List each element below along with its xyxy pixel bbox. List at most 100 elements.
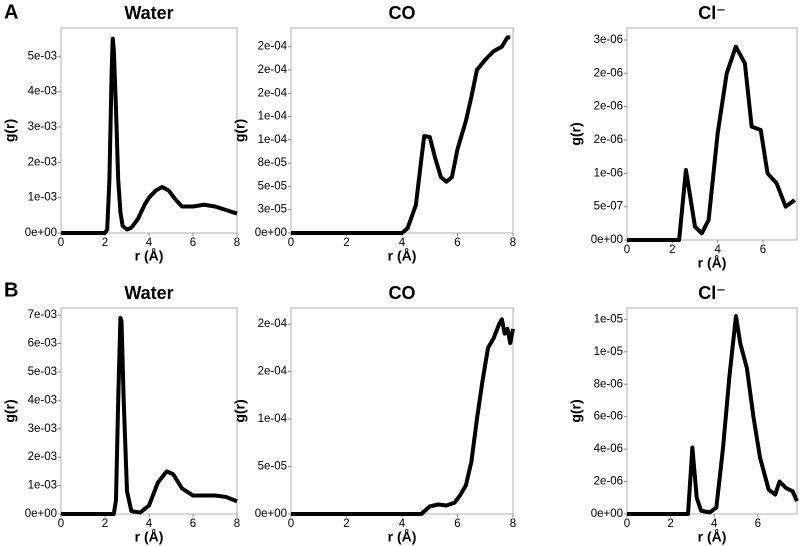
y-tick-label: 0e+00 [25,508,57,520]
y-tick-label: 1e-03 [28,480,57,492]
y-tick-label: 1e-04 [258,413,288,425]
data-line [61,315,238,516]
data-line [61,36,238,235]
data-line [291,317,515,516]
y-axis-label: g(r) [2,399,18,422]
plot-frame [60,27,238,234]
plot-frame [60,307,238,515]
chart-title: Water [124,283,173,303]
y-tick-label: 2e-06 [594,67,623,79]
x-tick-label: 0 [58,237,64,249]
y-tick-label: 3e-03 [28,423,57,435]
y-tick-label: 4e-03 [28,86,57,98]
y-tick-label: 2e-04 [258,41,288,53]
plot-frame [626,307,798,515]
y-tick-label: 7e-03 [28,309,57,321]
y-tick-label: 1e-03 [28,192,57,204]
data-line [291,35,511,235]
y-tick-label: 2e-06 [594,101,623,113]
x-axis-label: r (Å) [388,529,417,545]
y-tick-label: 5e-05 [258,180,287,192]
x-tick-label: 8 [234,237,240,249]
x-tick-label: 4 [399,518,406,530]
y-tick-label: 8e-06 [594,378,623,390]
x-tick-label: 8 [510,237,516,249]
y-tick-label: 3e-03 [28,121,57,133]
x-tick-label: 0 [58,518,64,530]
x-tick-label: 2 [102,237,108,249]
y-axis-label: g(r) [232,119,248,142]
plot-frame [290,27,514,234]
chart-title: Cl⁻ [698,3,726,23]
x-tick-label: 6 [190,518,196,530]
y-axis-label: g(r) [232,399,248,422]
y-tick-label: 1e-06 [594,167,623,179]
data-line [627,44,796,242]
y-tick-label: 2e-06 [594,134,623,146]
x-tick-label: 0 [288,518,294,530]
y-axis-label: g(r) [568,122,584,145]
x-tick-label: 6 [755,518,761,530]
x-tick-label: 8 [234,518,240,530]
y-tick-label: 6e-06 [594,411,623,423]
x-axis-label: r (Å) [388,248,417,264]
y-tick-label: 0e+00 [25,227,57,239]
chart-title: CO [389,3,416,23]
x-tick-label: 0 [624,518,630,530]
x-tick-label: 2 [102,518,108,530]
y-tick-label: 3e-05 [258,204,287,216]
y-tick-label: 1e-04 [258,134,288,146]
x-axis-label: r (Å) [698,529,727,545]
chart-title: Cl⁻ [698,283,726,303]
plot-frame [626,27,798,241]
x-axis-label: r (Å) [135,529,164,545]
y-tick-label: 0e+00 [255,227,287,239]
y-tick-label: 2e-04 [258,87,288,99]
x-tick-label: 0 [288,237,294,249]
y-tick-label: 5e-03 [28,366,57,378]
y-tick-label: 2e-04 [258,318,288,330]
x-tick-label: 6 [760,244,766,256]
y-tick-label: 1e-05 [594,313,623,325]
x-tick-label: 4 [146,518,153,530]
chart-title: Water [124,3,173,23]
x-tick-label: 2 [343,518,349,530]
data-line [627,314,799,516]
y-tick-label: 4e-03 [28,394,57,406]
y-tick-label: 2e-04 [258,366,288,378]
y-tick-label: 0e+00 [255,508,287,520]
panel-label: B [4,279,18,301]
x-tick-label: 4 [146,237,153,249]
chart-title: CO [389,283,416,303]
y-axis-label: g(r) [2,119,18,142]
x-tick-label: 2 [667,518,673,530]
x-axis-label: r (Å) [698,255,727,271]
y-tick-label: 4e-06 [594,443,623,455]
y-tick-label: 3e-06 [594,34,623,46]
y-tick-label: 0e+00 [591,234,623,246]
y-tick-label: 5e-03 [28,50,57,62]
x-tick-label: 2 [669,244,675,256]
y-axis-label: g(r) [568,399,584,422]
x-tick-label: 4 [399,237,406,249]
y-tick-label: 5e-07 [594,201,623,213]
y-tick-label: 2e-03 [28,156,57,168]
y-tick-label: 1e-04 [258,111,288,123]
x-tick-label: 0 [624,244,630,256]
y-tick-label: 2e-06 [594,476,623,488]
x-tick-label: 6 [454,237,460,249]
y-tick-label: 5e-05 [258,461,287,473]
y-tick-label: 2e-04 [258,64,288,76]
panel-label: A [4,1,18,23]
y-tick-label: 2e-03 [28,451,57,463]
x-tick-label: 2 [343,237,349,249]
x-tick-label: 8 [510,518,516,530]
y-tick-label: 0e+00 [591,508,623,520]
x-tick-label: 4 [714,244,721,256]
y-tick-label: 8e-05 [258,157,287,169]
x-tick-label: 6 [454,518,460,530]
y-tick-label: 1e-05 [594,346,623,358]
y-tick-label: 6e-03 [28,338,57,350]
x-tick-label: 6 [190,237,196,249]
